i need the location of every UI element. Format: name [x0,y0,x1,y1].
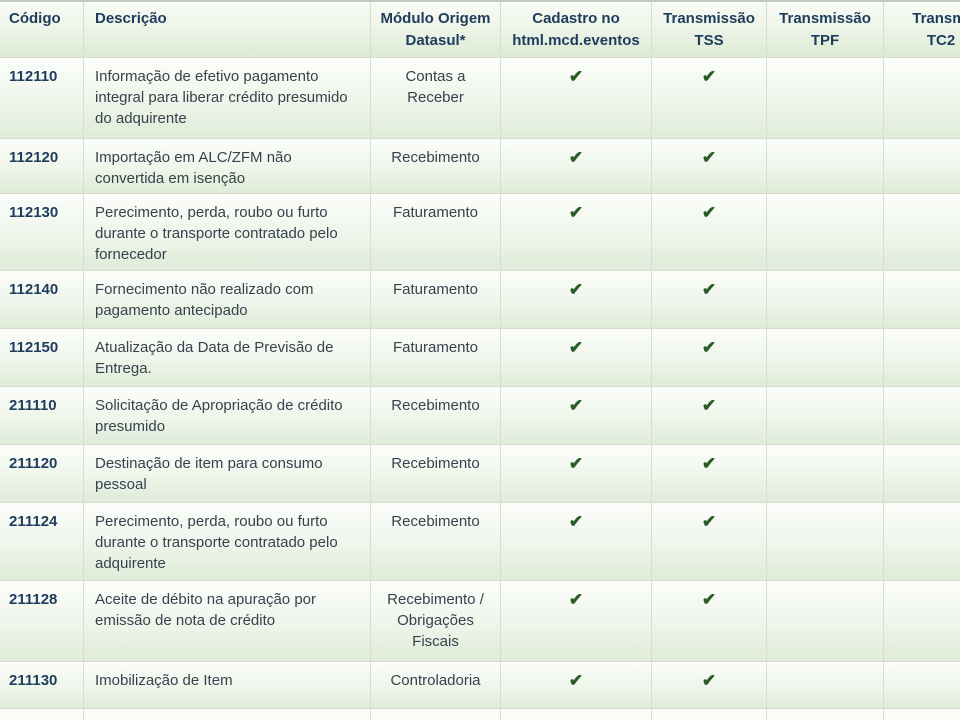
header-transmissao-tss: Transmissão TSS [651,2,766,57]
header-transmissao-tc2: Transmi TC2 [883,2,960,57]
tc2-cell [883,139,960,193]
header-modulo-origem-datasul: Módulo Origem Datasul* [370,2,500,57]
code-cell: 112130 [9,204,59,221]
tpf-cell [766,329,883,386]
tss-cell [651,709,766,720]
tc2-cell [883,503,960,580]
tc2-cell [883,329,960,386]
module-cell: Contas a Receber [370,58,500,138]
header-codigo: Código [9,10,61,27]
code-cell: 211110 [9,397,57,414]
description-cell: Informação de efetivo pagamento integral… [83,58,370,138]
check-icon: ✔ [701,671,717,690]
tpf-cell [766,58,883,138]
check-icon: ✔ [568,590,584,609]
module-cell: Faturamento [370,329,500,386]
check-icon: ✔ [701,203,717,222]
check-icon: ✔ [701,454,717,473]
module-cell: Recebimento / Obrigações Fiscais [370,581,500,661]
description-cell: Perecimento, perda, roubo ou furto duran… [83,503,370,580]
code-cell: 112150 [9,339,59,356]
module-cell: Recebimento [370,503,500,580]
module-cell: Faturamento [370,194,500,270]
description-cell: Perecimento, perda, roubo ou furto duran… [83,194,370,270]
module-cell [370,709,500,720]
tpf-cell [766,662,883,708]
check-icon: ✔ [568,512,584,531]
check-icon: ✔ [568,338,584,357]
check-icon: ✔ [568,454,584,473]
tc2-cell [883,709,960,720]
tpf-cell [766,139,883,193]
tpf-cell [766,581,883,661]
description-cell: Solicitação de Apropriação de crédito pr… [83,387,370,444]
check-icon: ✔ [701,396,717,415]
table-row: 211124 Perecimento, perda, roubo ou furt… [0,502,960,580]
header-transmissao-tpf: Transmissão TPF [766,2,883,57]
tpf-cell [766,271,883,328]
tc2-cell [883,58,960,138]
code-cell: 112110 [9,68,58,85]
check-icon: ✔ [701,338,717,357]
check-icon: ✔ [701,512,717,531]
code-cell: 211130 [9,672,58,689]
module-cell: Controladoria [370,662,500,708]
tc2-cell [883,581,960,661]
tc2-cell [883,387,960,444]
code-cell: 211128 [9,591,58,608]
check-icon: ✔ [568,203,584,222]
module-cell: Recebimento [370,445,500,502]
code-cell: 211124 [9,513,58,530]
table-row: 112130 Perecimento, perda, roubo ou furt… [0,193,960,270]
tc2-cell [883,445,960,502]
description-cell: Aceite de débito na apuração por emissão… [83,581,370,661]
table-row: 211120 Destinação de item para consumo p… [0,444,960,502]
module-cell: Recebimento [370,139,500,193]
check-icon: ✔ [568,671,584,690]
tc2-cell [883,271,960,328]
header-descricao: Descrição [83,2,370,57]
description-cell: Importação em ALC/ZFM não convertida em … [83,139,370,193]
tc2-cell [883,662,960,708]
table-row: 112110 Informação de efetivo pagamento i… [0,57,960,138]
description-cell: Fornecimento não realizado com pagamento… [83,271,370,328]
description-cell: Destinação de item para consumo pessoal [83,445,370,502]
code-cell: 211120 [9,455,58,472]
check-icon: ✔ [568,396,584,415]
code-cell: 211140 [0,709,83,720]
check-icon: ✔ [568,148,584,167]
check-icon: ✔ [701,280,717,299]
description-cell: Solicitação de Imobilização de Item [83,709,370,720]
tpf-cell [766,445,883,502]
table-row: 211130 Imobilização de Item Controladori… [0,661,960,708]
cadastro-cell [500,709,651,720]
table-row: 112140 Fornecimento não realizado com pa… [0,270,960,328]
check-icon: ✔ [568,280,584,299]
table-row-partial: 211140 Solicitação de Imobilização de It… [0,708,960,720]
description-cell: Atualização da Data de Previsão de Entre… [83,329,370,386]
description-cell: Imobilização de Item [83,662,370,708]
tpf-cell [766,709,883,720]
check-icon: ✔ [701,67,717,86]
tpf-cell [766,387,883,444]
tc2-cell [883,194,960,270]
table-row: 112150 Atualização da Data de Previsão d… [0,328,960,386]
tpf-cell [766,503,883,580]
table-row: 211110 Solicitação de Apropriação de cré… [0,386,960,444]
table-row: 112120 Importação em ALC/ZFM não convert… [0,138,960,193]
module-cell: Faturamento [370,271,500,328]
check-icon: ✔ [568,67,584,86]
code-cell: 112140 [9,281,59,298]
header-cadastro-eventos: Cadastro no html.mcd.eventos [500,2,651,57]
code-cell: 112120 [9,149,59,166]
table-header-row: Código Descrição Módulo Origem Datasul* … [0,0,960,57]
module-cell: Recebimento [370,387,500,444]
table-row: 211128 Aceite de débito na apuração por … [0,580,960,661]
check-icon: ✔ [701,590,717,609]
tpf-cell [766,194,883,270]
check-icon: ✔ [701,148,717,167]
